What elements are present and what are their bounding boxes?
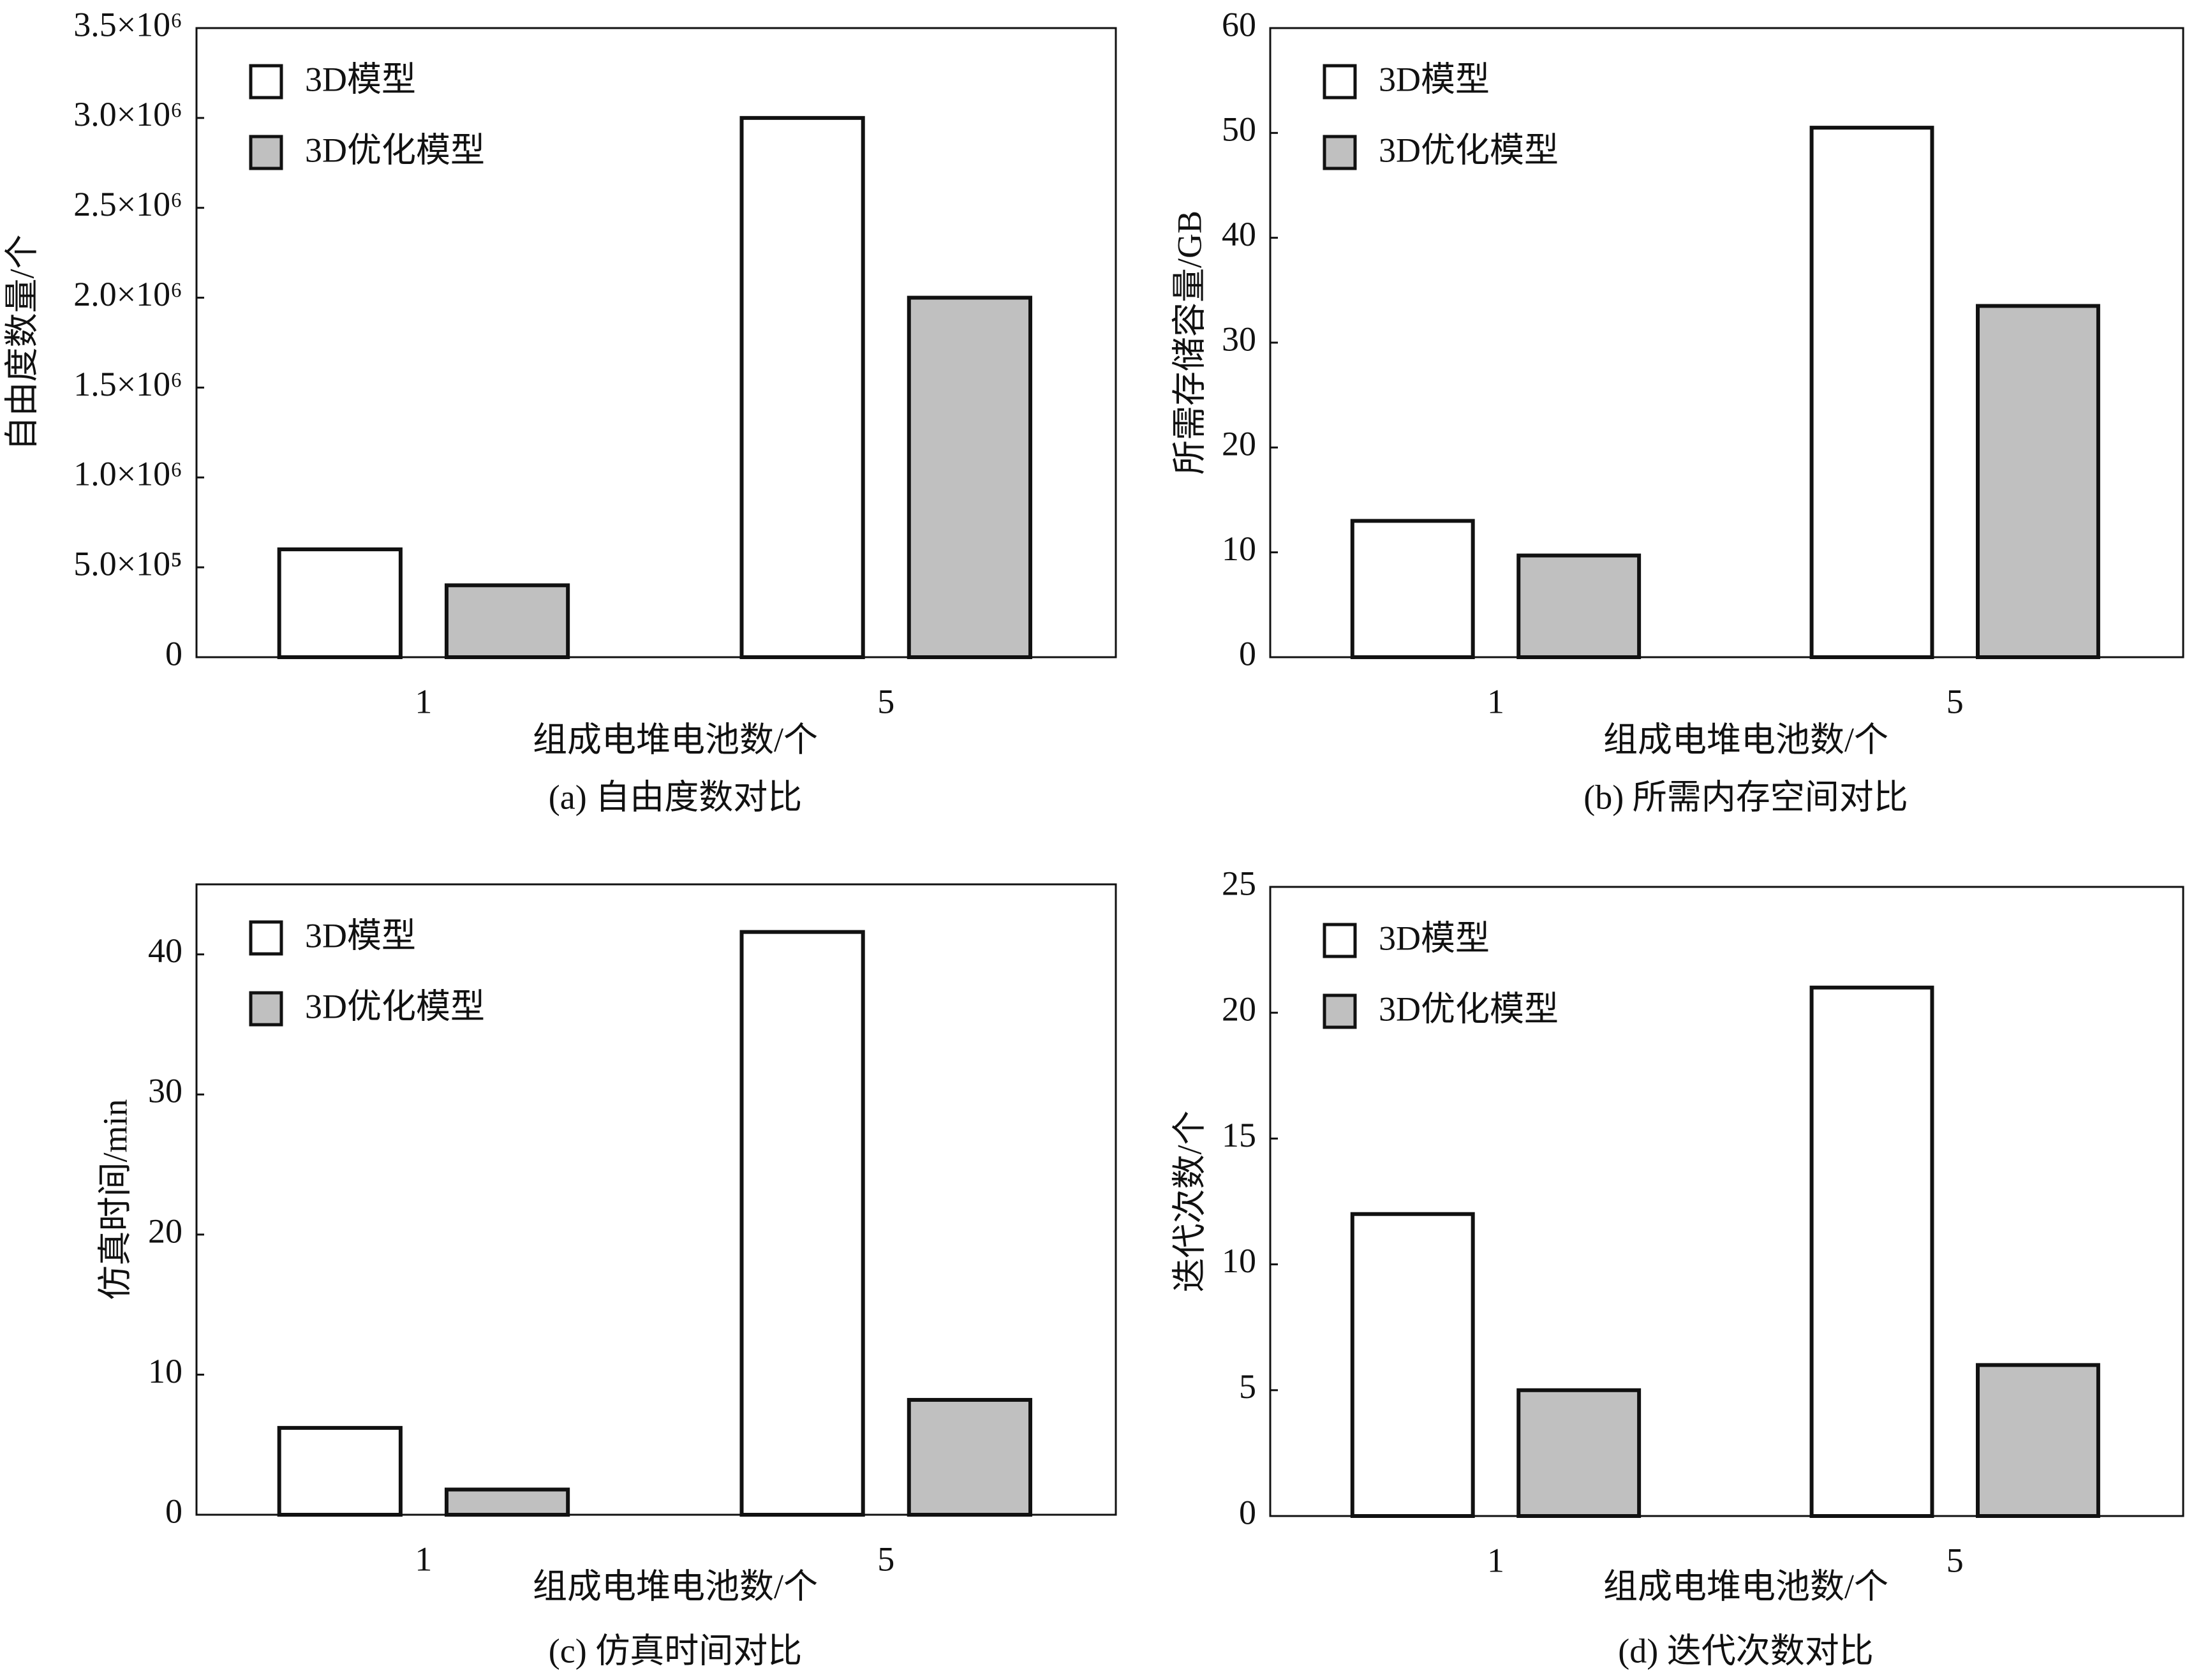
bar xyxy=(444,583,570,659)
legend-label: 3D优化模型 xyxy=(305,987,485,1025)
y-tick-label: 60 xyxy=(1222,5,1256,43)
y-axis-label: 自由度数量/个 xyxy=(3,234,41,450)
y-tick-label: 10 xyxy=(1222,530,1256,568)
y-axis-label: 所需存储容量/GB xyxy=(1170,211,1208,475)
x-tick-label: 1 xyxy=(415,1540,432,1578)
legend-swatch xyxy=(1323,993,1357,1029)
x-axis-label: 组成电堆电池数/个 xyxy=(1603,720,1888,759)
x-axis-label: 组成电堆电池数/个 xyxy=(533,720,818,759)
caption: (b) 所需内存空间对比 xyxy=(1583,778,1908,816)
bar xyxy=(1350,519,1475,659)
y-tick-label: 40 xyxy=(1222,215,1256,253)
legend-label: 3D模型 xyxy=(1379,60,1490,98)
bar xyxy=(739,115,865,660)
y-tick-label: 0 xyxy=(1239,634,1256,673)
legend-label: 3D优化模型 xyxy=(1379,990,1559,1028)
plot-frame xyxy=(195,27,1117,658)
caption: (d) 迭代次数对比 xyxy=(1618,1632,1873,1670)
bar xyxy=(277,1425,403,1517)
y-tick-label: 15 xyxy=(1222,1116,1256,1154)
legend-label: 3D模型 xyxy=(305,60,416,98)
y-axis-label: 仿真时间/min xyxy=(96,1099,134,1300)
legend-swatch xyxy=(1323,135,1357,170)
plot-frame xyxy=(1269,886,2184,1517)
x-tick-label: 5 xyxy=(877,682,894,720)
bar xyxy=(277,547,403,659)
plot-frame xyxy=(195,883,1117,1516)
bar xyxy=(1976,304,2100,659)
bar xyxy=(1516,1388,1642,1519)
legend-swatch xyxy=(249,920,283,956)
y-tick-label: 3.5×10⁶ xyxy=(73,5,182,43)
y-axis-label: 迭代次数/个 xyxy=(1170,1110,1208,1292)
bar xyxy=(907,1397,1032,1517)
x-tick-label: 1 xyxy=(415,682,432,720)
bar xyxy=(1976,1363,2100,1519)
bar xyxy=(907,295,1032,660)
y-tick-label: 3.0×10⁶ xyxy=(73,95,182,133)
y-tick-label: 0 xyxy=(165,634,182,673)
legend-swatch xyxy=(249,64,283,100)
y-tick-label: 1.0×10⁶ xyxy=(73,455,182,493)
y-tick-label: 40 xyxy=(148,932,182,970)
bar xyxy=(1809,126,1934,660)
x-tick-label: 5 xyxy=(877,1540,894,1578)
y-tick-label: 5 xyxy=(1239,1367,1256,1406)
legend-label: 3D优化模型 xyxy=(1379,131,1559,169)
x-tick-label: 1 xyxy=(1487,1541,1504,1579)
x-tick-label: 1 xyxy=(1487,682,1504,720)
y-tick-label: 20 xyxy=(1222,425,1256,463)
caption: (c) 仿真时间对比 xyxy=(549,1632,802,1670)
bar xyxy=(1809,985,1934,1518)
y-tick-label: 0 xyxy=(165,1492,182,1530)
x-tick-label: 5 xyxy=(1946,682,1964,720)
y-tick-label: 1.5×10⁶ xyxy=(73,365,182,403)
legend-label: 3D模型 xyxy=(1379,919,1490,957)
y-tick-label: 50 xyxy=(1222,110,1256,149)
y-tick-label: 10 xyxy=(1222,1242,1256,1280)
y-tick-label: 20 xyxy=(148,1212,182,1250)
legend-swatch xyxy=(1323,923,1357,958)
x-axis-label: 组成电堆电池数/个 xyxy=(1603,1567,1888,1605)
y-tick-label: 2.0×10⁶ xyxy=(73,275,182,313)
caption: (a) 自由度数对比 xyxy=(549,778,802,816)
y-tick-label: 10 xyxy=(148,1352,182,1390)
legend-swatch xyxy=(249,991,283,1027)
y-tick-label: 2.5×10⁶ xyxy=(73,185,182,223)
y-tick-label: 30 xyxy=(148,1072,182,1110)
x-tick-label: 5 xyxy=(1946,1541,1964,1579)
y-tick-label: 0 xyxy=(1239,1493,1256,1531)
y-tick-label: 30 xyxy=(1222,320,1256,358)
legend-label: 3D优化模型 xyxy=(305,131,485,169)
bar xyxy=(444,1487,570,1517)
x-axis-label: 组成电堆电池数/个 xyxy=(533,1567,818,1605)
bar xyxy=(1516,553,1642,660)
bar xyxy=(739,930,865,1517)
bar xyxy=(1350,1212,1475,1518)
legend-swatch xyxy=(249,135,283,170)
legend-label: 3D模型 xyxy=(305,916,416,955)
y-tick-label: 5.0×10⁵ xyxy=(73,545,182,583)
y-tick-label: 20 xyxy=(1222,990,1256,1029)
legend-swatch xyxy=(1323,64,1357,100)
y-tick-label: 25 xyxy=(1222,864,1256,902)
